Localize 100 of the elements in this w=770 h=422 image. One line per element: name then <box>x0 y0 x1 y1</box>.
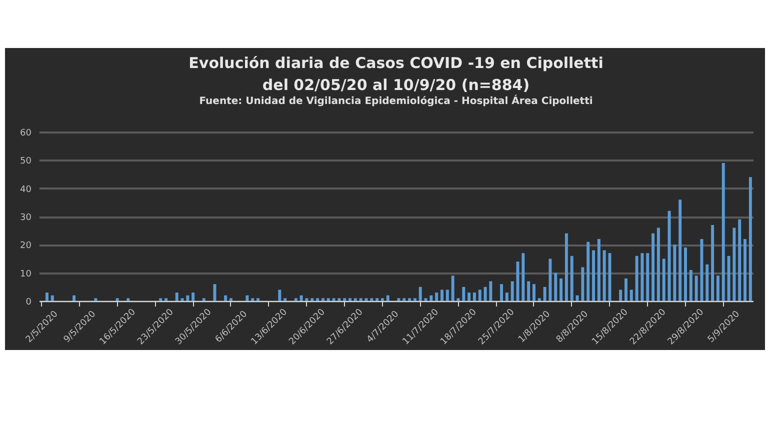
bar <box>202 298 206 301</box>
bar <box>94 298 98 301</box>
bar <box>581 267 584 301</box>
bar <box>694 276 698 301</box>
y-tick-label: 30 <box>20 213 32 223</box>
bar <box>732 228 736 301</box>
bar <box>186 295 190 301</box>
bar <box>348 298 352 301</box>
bar <box>413 298 416 301</box>
chart-title: Evolución diaria de Casos COVID -19 en Cipolletti del 02/05/20 al 10/9/20 (n=884) <box>188 54 604 94</box>
bar <box>343 298 346 301</box>
bar <box>440 290 444 301</box>
bar <box>370 298 374 301</box>
bar <box>624 278 628 301</box>
bar <box>602 250 606 301</box>
bar <box>640 253 644 301</box>
bar <box>359 298 362 301</box>
bar <box>310 298 314 301</box>
bar <box>72 295 76 301</box>
bar <box>500 284 504 301</box>
bar <box>716 276 720 301</box>
bar <box>164 298 168 301</box>
bar <box>489 281 492 301</box>
bar <box>338 298 341 301</box>
bar <box>652 233 655 301</box>
chart-subtitle: Fuente: Unidad de Vigilancia Epidemiológica - Hospital Área Cipolletti <box>199 94 593 107</box>
bar <box>689 270 692 301</box>
bar <box>748 177 752 301</box>
bar <box>430 295 433 301</box>
bar <box>116 298 119 301</box>
bar <box>538 298 541 301</box>
bar <box>321 298 324 301</box>
bar <box>418 286 422 301</box>
bar <box>159 298 162 301</box>
bar <box>662 258 666 301</box>
bar <box>560 278 563 301</box>
bar <box>462 286 466 301</box>
bar <box>397 298 400 301</box>
bar <box>294 298 298 301</box>
bar <box>50 295 54 301</box>
bar <box>706 264 709 301</box>
bar <box>548 258 552 301</box>
y-tick-label: 40 <box>20 184 32 195</box>
bar <box>45 292 48 301</box>
bar <box>192 292 195 301</box>
bar <box>673 244 676 301</box>
bar <box>711 224 714 301</box>
bar <box>386 295 390 301</box>
y-tick-label: 10 <box>20 269 32 280</box>
bar <box>684 247 687 301</box>
bar <box>656 228 660 301</box>
y-tick-label: 50 <box>20 156 32 167</box>
bar <box>472 292 476 301</box>
bar <box>246 295 249 301</box>
bar <box>630 290 633 301</box>
bar <box>446 290 449 301</box>
bar <box>592 250 595 301</box>
bar <box>451 276 454 301</box>
bar <box>576 295 579 301</box>
bar <box>256 298 260 301</box>
bar <box>570 256 574 301</box>
bar <box>700 239 704 301</box>
bar <box>505 292 508 301</box>
bar <box>727 256 730 301</box>
bar <box>300 295 303 301</box>
bar <box>678 200 682 301</box>
bar <box>668 210 671 301</box>
y-tick-label: 60 <box>20 128 32 138</box>
bar <box>510 281 514 301</box>
bar <box>522 253 525 301</box>
bar <box>597 239 600 301</box>
bar <box>284 298 287 301</box>
bar <box>126 298 130 301</box>
y-tick-label: 0 <box>26 298 32 308</box>
bar <box>326 298 330 301</box>
bar <box>376 298 379 301</box>
bar <box>484 286 487 301</box>
bar <box>532 284 536 301</box>
bar <box>635 256 638 301</box>
bar <box>478 290 482 301</box>
bar <box>564 233 568 301</box>
bar <box>305 298 308 301</box>
bar <box>213 284 216 301</box>
bar <box>316 298 320 301</box>
bar <box>408 298 412 301</box>
bar <box>224 295 228 301</box>
bar <box>646 253 650 301</box>
bar <box>175 292 178 301</box>
bar <box>332 298 336 301</box>
bar <box>543 286 546 301</box>
bar <box>554 272 558 301</box>
bar <box>435 292 438 301</box>
bar <box>468 292 471 301</box>
bar <box>456 298 460 301</box>
bar <box>738 219 742 301</box>
bar <box>619 290 622 301</box>
bar <box>744 239 747 301</box>
bar <box>586 242 590 301</box>
bar <box>380 298 384 301</box>
bar <box>527 281 530 301</box>
